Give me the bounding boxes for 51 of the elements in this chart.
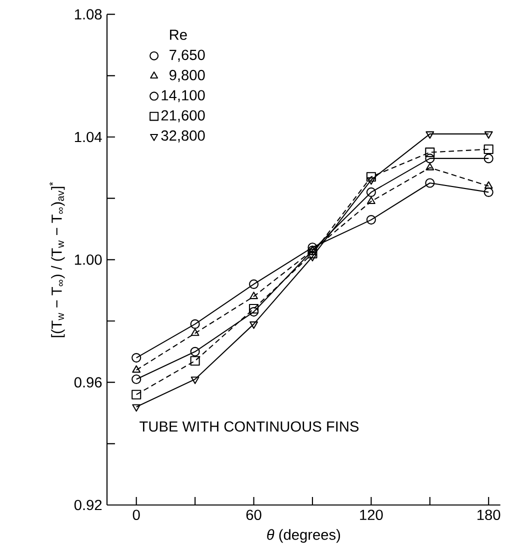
x-tick-label: 120 xyxy=(360,510,383,520)
x-tick-label: 180 xyxy=(478,510,500,520)
text: [(T$_{w}$ − T$_{∞}$) / (T$_{w}$ − T$_{∞}$)$_{av}$]$^{*}$ xyxy=(49,182,65,338)
point xyxy=(308,248,318,258)
legend-label: 9,800 xyxy=(170,70,205,82)
legend-title: Re xyxy=(170,30,187,40)
point xyxy=(132,390,142,400)
point xyxy=(484,181,493,189)
point xyxy=(425,178,435,188)
point xyxy=(190,328,200,336)
x-axis-title: θ (degrees) xyxy=(267,529,340,543)
point xyxy=(248,279,259,289)
point xyxy=(425,154,435,164)
legend-label: 14,100 xyxy=(162,90,205,102)
point xyxy=(366,177,376,185)
point xyxy=(484,144,494,154)
point xyxy=(426,162,434,170)
y-tick-label: 1.04 xyxy=(74,132,102,142)
point xyxy=(366,187,376,197)
point xyxy=(484,154,494,164)
point xyxy=(190,346,200,356)
point xyxy=(250,292,258,300)
legend-label: 21,600 xyxy=(161,110,205,122)
point xyxy=(366,196,376,204)
point xyxy=(366,215,376,225)
point xyxy=(132,404,141,412)
point xyxy=(366,172,376,182)
point xyxy=(308,242,318,252)
x-tick-label: 60 xyxy=(246,510,262,520)
legend-label: 7,650 xyxy=(170,50,205,62)
point xyxy=(190,376,200,384)
y-tick-label: 1.00 xyxy=(74,254,102,265)
y-tick-label: 1.08 xyxy=(74,9,102,20)
point xyxy=(248,304,259,314)
annotation: TUBE WITH CONTINUOUS FINS xyxy=(140,421,359,432)
point xyxy=(248,307,259,317)
y-tick-label: 0.96 xyxy=(74,377,102,388)
point xyxy=(250,321,258,329)
point xyxy=(190,319,200,329)
point xyxy=(484,187,494,197)
point xyxy=(426,131,434,139)
legend-label: 32,800 xyxy=(161,130,205,142)
point xyxy=(190,356,200,366)
point xyxy=(132,374,142,384)
point xyxy=(132,353,142,363)
point xyxy=(132,365,141,373)
point xyxy=(308,254,317,262)
x-tick-label: 0 xyxy=(132,510,140,520)
y-tick-label: 0.92 xyxy=(74,500,102,510)
point xyxy=(425,148,435,158)
point xyxy=(484,131,493,139)
